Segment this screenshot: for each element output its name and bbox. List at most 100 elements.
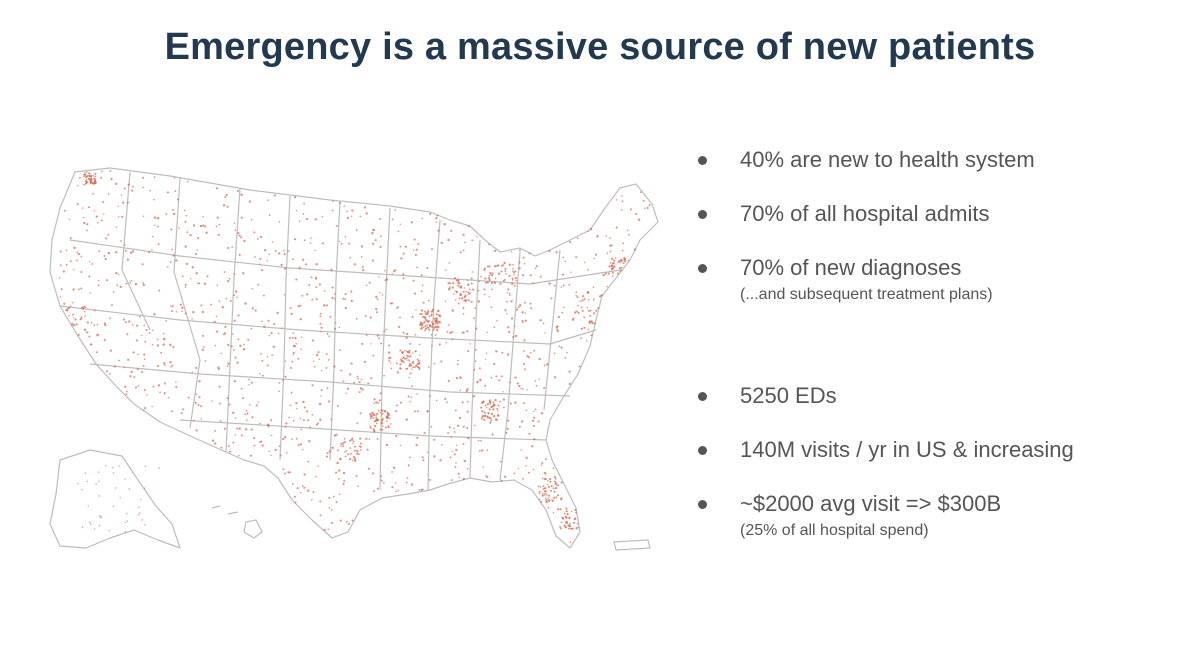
ed-dot xyxy=(378,276,380,278)
ed-dot xyxy=(589,227,592,231)
ed-dot xyxy=(224,332,227,335)
ed-dot xyxy=(83,328,87,331)
ed-dot xyxy=(86,175,89,178)
ed-dot xyxy=(420,309,424,312)
ed-dot xyxy=(259,422,261,425)
ed-dot xyxy=(549,480,552,483)
ed-dot xyxy=(620,208,623,211)
ed-dot xyxy=(90,179,93,181)
ed-dot xyxy=(334,298,336,300)
ed-dot xyxy=(361,342,364,345)
ed-dot xyxy=(198,380,201,383)
ed-dot xyxy=(153,216,157,219)
ed-dot xyxy=(259,235,263,239)
ed-dot xyxy=(416,358,419,361)
ed-dot xyxy=(621,266,623,269)
ed-dot xyxy=(414,350,417,353)
ed-dot xyxy=(470,300,473,303)
ed-dot xyxy=(360,245,364,248)
ed-dot xyxy=(316,353,319,357)
ed-dot xyxy=(576,237,579,240)
ed-dot xyxy=(358,453,360,456)
ed-dot xyxy=(438,343,441,346)
ed-dot xyxy=(415,364,418,368)
ed-dot xyxy=(332,495,335,498)
ed-dot xyxy=(104,465,107,467)
ed-dot xyxy=(513,273,516,276)
ed-dot xyxy=(437,229,440,232)
ed-dot xyxy=(288,416,291,419)
ed-dot xyxy=(238,454,240,457)
ed-dot xyxy=(397,230,400,233)
ed-dot xyxy=(488,243,491,246)
ed-dot xyxy=(402,331,405,334)
ed-dot xyxy=(448,324,450,326)
ed-dot xyxy=(350,362,353,365)
ed-dot xyxy=(238,253,241,256)
ed-dot xyxy=(560,521,563,524)
ed-dot xyxy=(124,321,127,324)
ed-dot xyxy=(572,521,576,524)
ed-dot xyxy=(306,410,309,413)
ed-dot xyxy=(65,309,67,311)
ed-dot xyxy=(477,300,480,303)
ed-dot xyxy=(123,318,126,321)
ed-dot xyxy=(505,431,508,434)
ed-dot xyxy=(506,353,510,356)
ed-dot xyxy=(588,314,592,317)
ed-dot xyxy=(359,412,362,415)
ed-dot xyxy=(350,299,353,303)
ed-dot xyxy=(646,206,649,210)
ed-dot xyxy=(142,186,144,189)
ed-dot xyxy=(513,325,516,328)
ed-dot xyxy=(165,213,168,216)
ed-dot xyxy=(621,200,624,203)
ed-dot xyxy=(459,294,461,296)
ed-dot xyxy=(192,419,195,422)
ed-dot xyxy=(228,277,231,280)
ed-dot xyxy=(126,201,129,204)
ed-dot xyxy=(549,477,552,481)
ed-dot xyxy=(166,265,169,268)
ed-dot xyxy=(497,264,500,267)
ed-dot xyxy=(459,285,463,288)
ed-dot xyxy=(129,281,131,284)
ed-dot xyxy=(187,396,190,399)
ed-dot xyxy=(564,356,567,359)
ed-dot xyxy=(493,326,496,329)
ed-dot xyxy=(233,380,236,383)
ed-dot xyxy=(560,527,562,530)
ed-dot xyxy=(463,296,466,299)
ed-dot xyxy=(554,376,557,379)
ed-dot xyxy=(431,321,433,323)
ed-dot xyxy=(375,414,377,417)
ed-dot xyxy=(334,327,337,330)
ed-dot xyxy=(95,215,98,218)
ed-dot xyxy=(581,309,584,312)
ed-dot xyxy=(143,407,147,410)
ed-dot xyxy=(350,452,352,455)
ed-dot xyxy=(400,257,403,260)
ed-dot xyxy=(608,265,611,268)
ed-dot xyxy=(391,471,393,473)
ed-dot xyxy=(416,410,419,413)
ed-dot xyxy=(372,242,375,245)
ed-dot xyxy=(466,426,469,430)
ed-dot xyxy=(450,479,453,482)
ed-dot xyxy=(462,442,465,446)
ed-dot xyxy=(248,200,252,203)
ed-dot xyxy=(103,254,106,258)
ed-dot xyxy=(232,411,235,414)
ed-dot xyxy=(451,286,454,289)
ed-dot xyxy=(491,288,493,291)
ed-dot xyxy=(520,449,522,451)
ed-dot xyxy=(484,384,487,387)
ed-dot xyxy=(350,438,354,441)
ed-dot xyxy=(571,318,575,321)
bullet-item: ~$2000 avg visit => $300B (25% of all ho… xyxy=(690,488,1190,542)
ed-dot xyxy=(429,212,432,216)
ed-dot xyxy=(554,477,557,480)
ed-dot xyxy=(518,261,521,264)
ed-dot xyxy=(427,326,430,329)
ed-dot xyxy=(315,298,318,301)
